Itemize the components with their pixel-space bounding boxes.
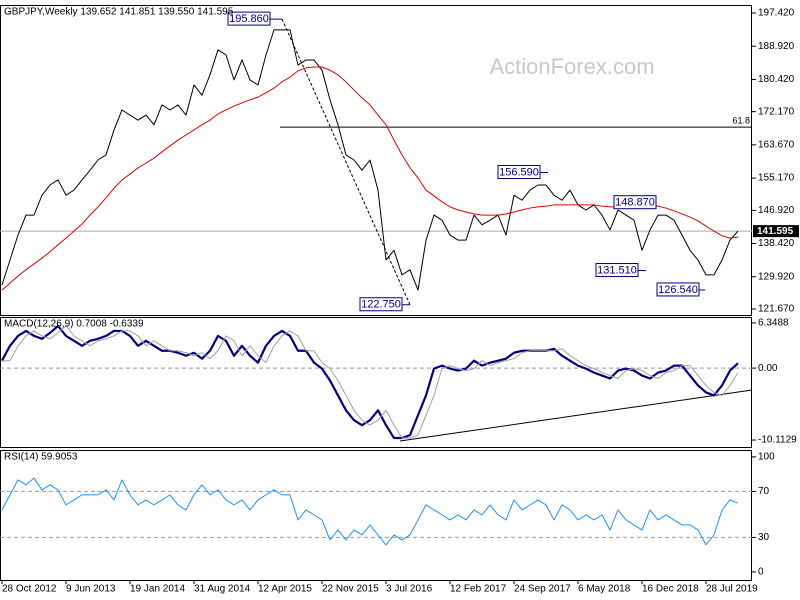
y-tick-label: 188.920: [758, 41, 795, 52]
y-tick-label: 146.920: [758, 205, 795, 216]
annotation-label: 148.870: [615, 197, 655, 209]
annotation-box: [656, 282, 700, 297]
series-line: [1, 477, 739, 546]
series-line: [1, 324, 739, 440]
panel-title: RSI(14) 59.9053: [4, 452, 78, 463]
x-tick-label: 6 May 2018: [578, 584, 631, 595]
annotation-label: 131.510: [597, 264, 637, 276]
watermark: ActionForex.com: [489, 54, 654, 79]
x-tick-label: 16 Dec 2018: [642, 584, 699, 595]
macd-trend-line: [399, 389, 753, 442]
x-tick-label: 3 Jul 2016: [386, 584, 433, 595]
panel-frame: [0, 450, 752, 581]
panel-title: MACD(12,26,9) 0.7008 -0.6339: [4, 319, 144, 330]
annotation-box: [613, 195, 657, 210]
y-tick-label: 172.170: [758, 106, 795, 117]
annotation-box: [227, 11, 271, 26]
x-tick-label: 24 Sep 2017: [514, 584, 571, 595]
x-tick-label: 12 Apr 2015: [258, 584, 312, 595]
y-tick-label: 163.670: [758, 140, 795, 151]
y-tick-label: 138.420: [758, 238, 795, 249]
annotation-label: 126.540: [658, 284, 698, 296]
x-tick-label: 22 Nov 2015: [322, 584, 379, 595]
x-tick-label: 12 Feb 2017: [450, 584, 507, 595]
x-tick-label: 19 Jan 2014: [130, 584, 185, 595]
y-tick-label: 129.920: [758, 271, 795, 282]
y-tick-label: 6.3488: [758, 318, 789, 329]
annotation-label: 195.860: [229, 13, 269, 25]
x-tick-label: 28 Jul 2019: [706, 584, 758, 595]
series-line: [1, 29, 739, 291]
panel-frame: [0, 5, 752, 316]
y-tick-label: 180.420: [758, 74, 795, 85]
y-tick-label: 0.00: [758, 363, 778, 374]
trend-line: [281, 18, 411, 305]
annotation-label: 156.590: [499, 166, 539, 178]
x-tick-label: 9 Jun 2013: [66, 584, 116, 595]
annotation-label: 122.750: [361, 299, 401, 311]
y-tick-label: -10.1129: [758, 435, 797, 446]
y-tick-label: 155.170: [758, 173, 795, 184]
y-tick-label: 121.670: [758, 304, 795, 315]
annotation-box: [595, 263, 639, 278]
y-tick-label: 100: [758, 452, 775, 463]
annotation-box: [359, 297, 403, 312]
y-tick-label: 0: [758, 567, 764, 578]
annotation-box: [497, 165, 541, 180]
y-tick-label: 70: [758, 486, 770, 497]
panel-frame: [0, 317, 752, 448]
y-tick-label: 30: [758, 532, 770, 543]
x-tick-label: 28 Oct 2012: [2, 584, 57, 595]
last-price-label: 141.595: [757, 226, 794, 237]
x-tick-label: 31 Aug 2014: [194, 584, 251, 595]
panel-title: GBPJPY,Weekly 139.652 141.851 139.550 14…: [4, 7, 234, 18]
y-tick-label: 197.420: [758, 8, 795, 19]
last-price-box: [753, 225, 799, 238]
series-line: [1, 325, 739, 439]
fib-label: 61.8: [732, 116, 750, 126]
